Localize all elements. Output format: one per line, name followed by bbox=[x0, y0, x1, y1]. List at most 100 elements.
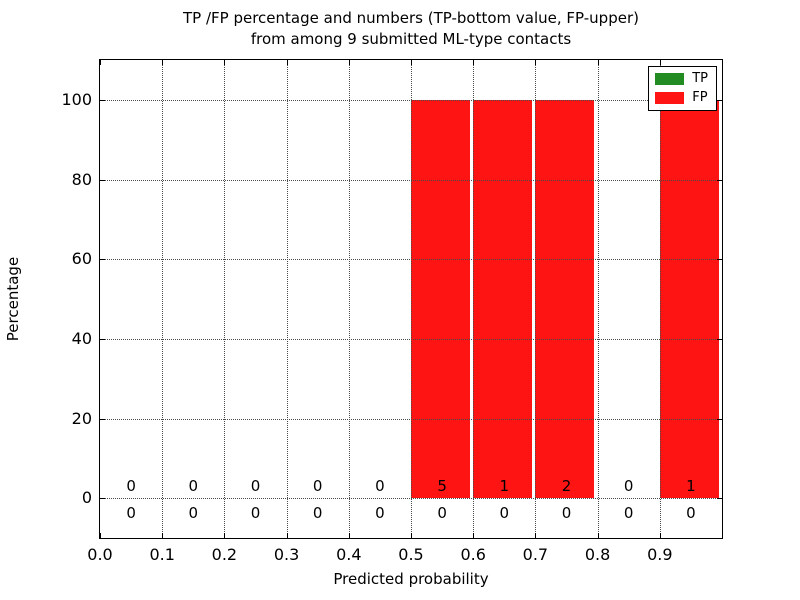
fp-count-label: 1 bbox=[686, 477, 696, 496]
x-tick-mark bbox=[659, 533, 661, 538]
x-gridline bbox=[411, 60, 412, 538]
x-tick-label: 0.0 bbox=[87, 545, 113, 564]
fp-count-label: 2 bbox=[561, 477, 572, 496]
y-tick-label: 60 bbox=[71, 249, 92, 269]
legend-item-tp: TP bbox=[655, 72, 708, 86]
y-gridline bbox=[100, 259, 722, 261]
fp-bar bbox=[659, 99, 719, 499]
tp-color-swatch bbox=[655, 73, 685, 85]
x-tick-mark bbox=[411, 533, 412, 538]
tp-count-label: 0 bbox=[312, 504, 323, 523]
x-gridline bbox=[348, 60, 350, 538]
plot-area: TP FP 0 0 0 0 0 0 0 0 0 0 5 0 1 0 2 0 0 0 1 0 bbox=[99, 59, 723, 539]
y-tick-label: 0 bbox=[81, 488, 92, 508]
tp-count-label: 0 bbox=[375, 504, 385, 523]
x-gridline bbox=[162, 60, 164, 538]
x-axis-label: Predicted probability bbox=[333, 570, 489, 588]
x-tick-label: 0.5 bbox=[398, 545, 424, 564]
x-tick-label: 0.6 bbox=[460, 545, 486, 564]
fp-count-label: 0 bbox=[312, 477, 323, 496]
legend-label-tp: TP bbox=[692, 71, 708, 86]
y-tick-mark bbox=[717, 179, 722, 181]
x-tick-mark bbox=[473, 60, 475, 65]
y-tick-mark bbox=[717, 338, 722, 340]
fp-count-label: 0 bbox=[188, 477, 199, 496]
fp-count-label: 0 bbox=[250, 477, 261, 496]
x-tick-mark bbox=[100, 60, 101, 65]
x-tick-mark bbox=[286, 60, 288, 65]
fp-color-swatch bbox=[655, 92, 685, 104]
y-tick-label: 40 bbox=[71, 328, 92, 348]
x-tick-mark bbox=[722, 60, 723, 65]
x-tick-label: 0.9 bbox=[647, 545, 673, 564]
tp-count-label: 0 bbox=[126, 504, 136, 523]
y-tick-mark bbox=[100, 418, 105, 420]
x-tick-mark bbox=[224, 533, 226, 538]
x-gridline bbox=[473, 60, 475, 538]
legend: TP FP bbox=[648, 66, 717, 111]
y-gridline bbox=[100, 418, 722, 420]
x-tick-label: 0.3 bbox=[273, 545, 300, 564]
y-tick-label: 100 bbox=[61, 89, 92, 109]
x-tick-mark bbox=[722, 533, 723, 538]
y-gridline bbox=[100, 179, 722, 181]
tp-count-label: 0 bbox=[188, 504, 199, 523]
x-tick-mark bbox=[162, 60, 164, 65]
x-gridline bbox=[597, 60, 599, 538]
tp-count-label: 0 bbox=[250, 504, 261, 523]
x-tick-mark bbox=[535, 60, 537, 65]
x-tick-label: 0.2 bbox=[211, 545, 238, 564]
legend-item-fp: FP bbox=[655, 91, 708, 105]
fp-count-label: 0 bbox=[126, 477, 136, 496]
x-tick-label: 0.7 bbox=[522, 545, 549, 564]
fp-bar bbox=[473, 99, 533, 499]
y-tick-mark bbox=[100, 259, 105, 261]
y-tick-label: 80 bbox=[71, 169, 92, 189]
x-tick-mark bbox=[473, 533, 475, 538]
y-tick-mark bbox=[100, 498, 105, 500]
y-axis-label: Percentage bbox=[4, 256, 22, 342]
y-gridline bbox=[100, 99, 722, 101]
x-gridline bbox=[659, 60, 661, 538]
y-tick-mark bbox=[717, 498, 722, 500]
y-tick-mark bbox=[100, 99, 105, 101]
tp-count-label: 0 bbox=[499, 504, 510, 523]
x-tick-mark bbox=[659, 60, 661, 65]
y-tick-mark bbox=[100, 338, 105, 340]
fp-count-label: 0 bbox=[375, 477, 385, 496]
x-gridline bbox=[286, 60, 288, 538]
y-gridline bbox=[100, 498, 722, 500]
x-tick-mark bbox=[348, 533, 350, 538]
x-tick-label: 0.8 bbox=[584, 545, 611, 564]
x-tick-mark bbox=[162, 533, 164, 538]
fp-bar bbox=[411, 99, 471, 499]
chart-title-line1: TP /FP percentage and numbers (TP-bottom… bbox=[183, 9, 639, 27]
fp-count-label: 1 bbox=[499, 477, 510, 496]
y-tick-mark bbox=[717, 259, 722, 261]
chart-title: TP /FP percentage and numbers (TP-bottom… bbox=[100, 8, 722, 50]
tp-count-label: 0 bbox=[437, 504, 447, 523]
tp-count-label: 0 bbox=[623, 504, 634, 523]
x-gridline bbox=[224, 60, 226, 538]
x-tick-label: 0.1 bbox=[149, 545, 175, 564]
y-tick-mark bbox=[717, 99, 722, 101]
y-tick-label: 20 bbox=[71, 408, 92, 428]
x-tick-mark bbox=[286, 533, 288, 538]
y-tick-mark bbox=[717, 418, 722, 420]
y-tick-mark bbox=[100, 179, 105, 181]
chart-title-line2: from among 9 submitted ML-type contacts bbox=[250, 30, 572, 48]
x-tick-mark bbox=[348, 60, 350, 65]
tp-count-label: 0 bbox=[561, 504, 572, 523]
x-gridline bbox=[535, 60, 537, 538]
fp-count-label: 5 bbox=[437, 477, 447, 496]
x-tick-mark bbox=[224, 60, 226, 65]
x-tick-mark bbox=[100, 533, 101, 538]
x-tick-mark bbox=[535, 533, 537, 538]
legend-label-fp: FP bbox=[692, 90, 708, 105]
fp-bar bbox=[535, 99, 595, 499]
tp-count-label: 0 bbox=[686, 504, 696, 523]
x-tick-mark bbox=[597, 60, 599, 65]
fp-count-label: 0 bbox=[623, 477, 634, 496]
x-tick-label: 0.4 bbox=[336, 545, 362, 564]
